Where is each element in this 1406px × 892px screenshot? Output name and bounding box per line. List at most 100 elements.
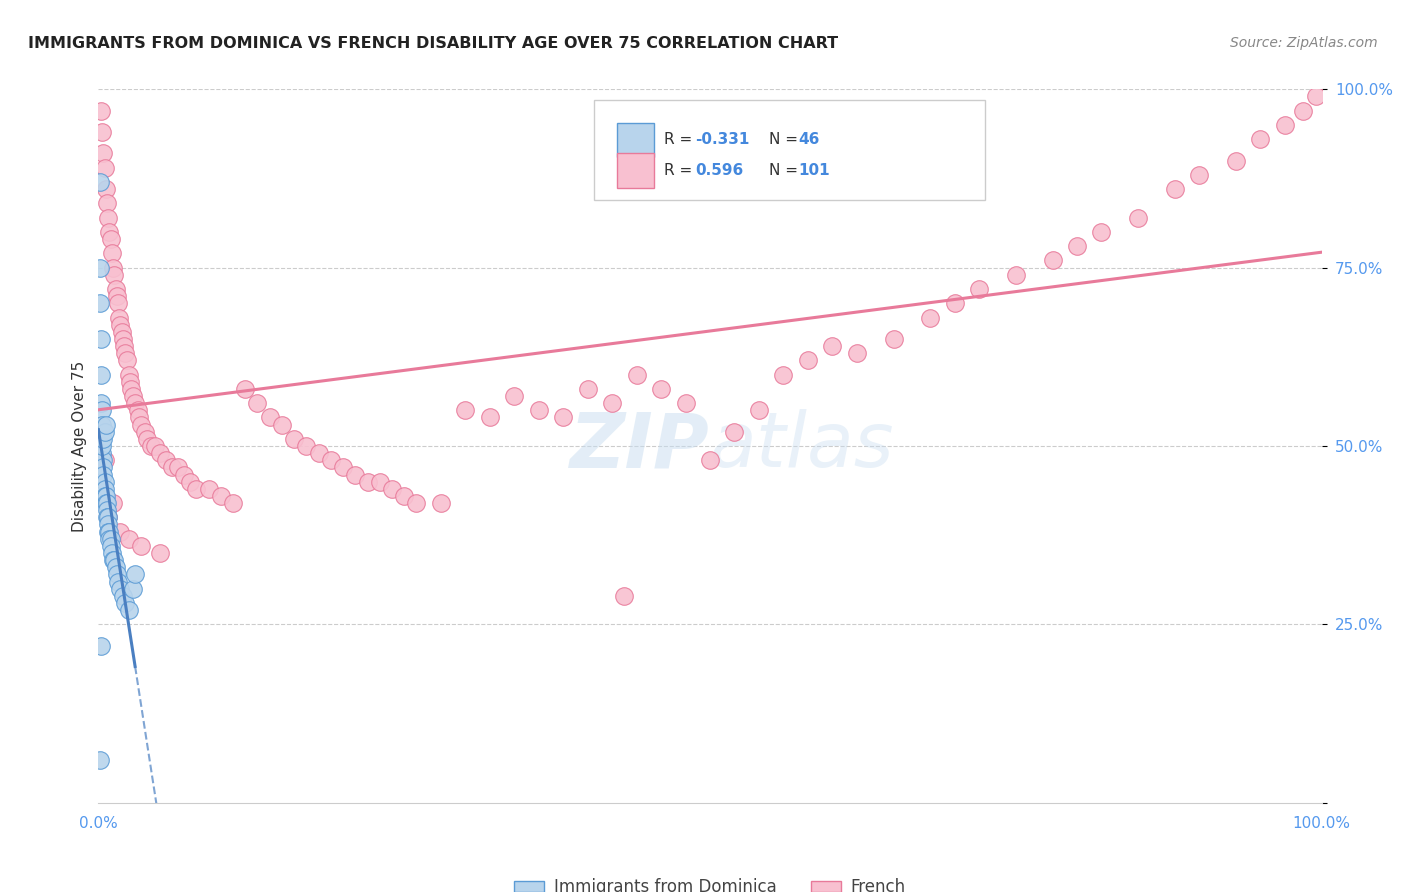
Point: [97, 211, 120, 225]
Point: [772, 368, 794, 382]
Point: [344, 467, 367, 482]
Point: [319, 453, 342, 467]
Point: [626, 368, 648, 382]
Point: [160, 460, 183, 475]
Point: [104, 560, 127, 574]
Point: [1249, 132, 1271, 146]
Point: [1305, 89, 1327, 103]
Point: [173, 467, 195, 482]
Point: [111, 332, 134, 346]
FancyBboxPatch shape: [617, 153, 654, 187]
Point: [405, 496, 427, 510]
Point: [90, 103, 112, 118]
Point: [91, 432, 114, 446]
Point: [527, 403, 550, 417]
Text: R =: R =: [664, 132, 696, 147]
Point: [368, 475, 391, 489]
Point: [650, 382, 672, 396]
Point: [295, 439, 318, 453]
Point: [89, 260, 111, 275]
Point: [222, 496, 245, 510]
Point: [96, 510, 118, 524]
Point: [94, 489, 117, 503]
Point: [356, 475, 378, 489]
Point: [89, 175, 111, 189]
Point: [93, 453, 115, 467]
Point: [121, 582, 143, 596]
Point: [127, 403, 149, 417]
Point: [797, 353, 820, 368]
Point: [93, 425, 115, 439]
Point: [101, 546, 124, 560]
Point: [91, 439, 114, 453]
Point: [246, 396, 269, 410]
Point: [129, 417, 152, 432]
Point: [1292, 103, 1315, 118]
Point: [149, 546, 172, 560]
Text: 46: 46: [799, 132, 820, 147]
Point: [967, 282, 990, 296]
Text: IMMIGRANTS FROM DOMINICA VS FRENCH DISABILITY AGE OVER 75 CORRELATION CHART: IMMIGRANTS FROM DOMINICA VS FRENCH DISAB…: [28, 36, 838, 51]
Point: [553, 410, 575, 425]
Point: [114, 346, 136, 360]
Point: [120, 375, 142, 389]
Point: [392, 489, 416, 503]
Point: [91, 125, 114, 139]
Point: [943, 296, 966, 310]
Point: [259, 410, 281, 425]
Text: R =: R =: [664, 163, 696, 178]
Point: [845, 346, 868, 360]
Point: [91, 403, 114, 417]
Point: [478, 410, 501, 425]
Point: [100, 539, 122, 553]
Point: [1066, 239, 1088, 253]
Point: [94, 182, 117, 196]
Point: [101, 553, 124, 567]
Point: [103, 553, 125, 567]
Point: [883, 332, 905, 346]
Point: [90, 332, 112, 346]
Point: [454, 403, 477, 417]
Point: [723, 425, 745, 439]
Point: [308, 446, 330, 460]
Text: ZIP: ZIP: [571, 409, 710, 483]
Point: [1225, 153, 1247, 168]
Point: [179, 475, 201, 489]
Text: N =: N =: [769, 163, 803, 178]
Point: [107, 574, 129, 589]
Point: [115, 353, 138, 368]
Point: [129, 539, 152, 553]
Point: [103, 268, 125, 282]
Point: [90, 368, 112, 382]
Point: [186, 482, 208, 496]
Point: [96, 196, 118, 211]
Point: [1128, 211, 1150, 225]
Point: [197, 482, 219, 496]
Point: [97, 524, 120, 539]
Point: [91, 446, 114, 460]
Point: [136, 432, 159, 446]
Point: [89, 296, 111, 310]
Point: [139, 439, 162, 453]
Point: [920, 310, 942, 325]
Point: [93, 489, 115, 503]
Point: [114, 596, 136, 610]
Point: [101, 496, 124, 510]
Point: [94, 496, 117, 510]
Text: Source: ZipAtlas.com: Source: ZipAtlas.com: [1230, 36, 1378, 50]
Point: [124, 567, 146, 582]
Point: [97, 510, 120, 524]
Point: [124, 396, 146, 410]
Point: [1188, 168, 1211, 182]
Point: [1274, 118, 1296, 132]
Point: [149, 446, 172, 460]
Point: [576, 382, 599, 396]
Point: [1004, 268, 1026, 282]
Point: [93, 161, 115, 175]
Point: [118, 368, 141, 382]
Point: [600, 396, 623, 410]
Point: [1090, 225, 1112, 239]
Point: [111, 325, 134, 339]
Point: [93, 475, 115, 489]
Point: [104, 282, 127, 296]
